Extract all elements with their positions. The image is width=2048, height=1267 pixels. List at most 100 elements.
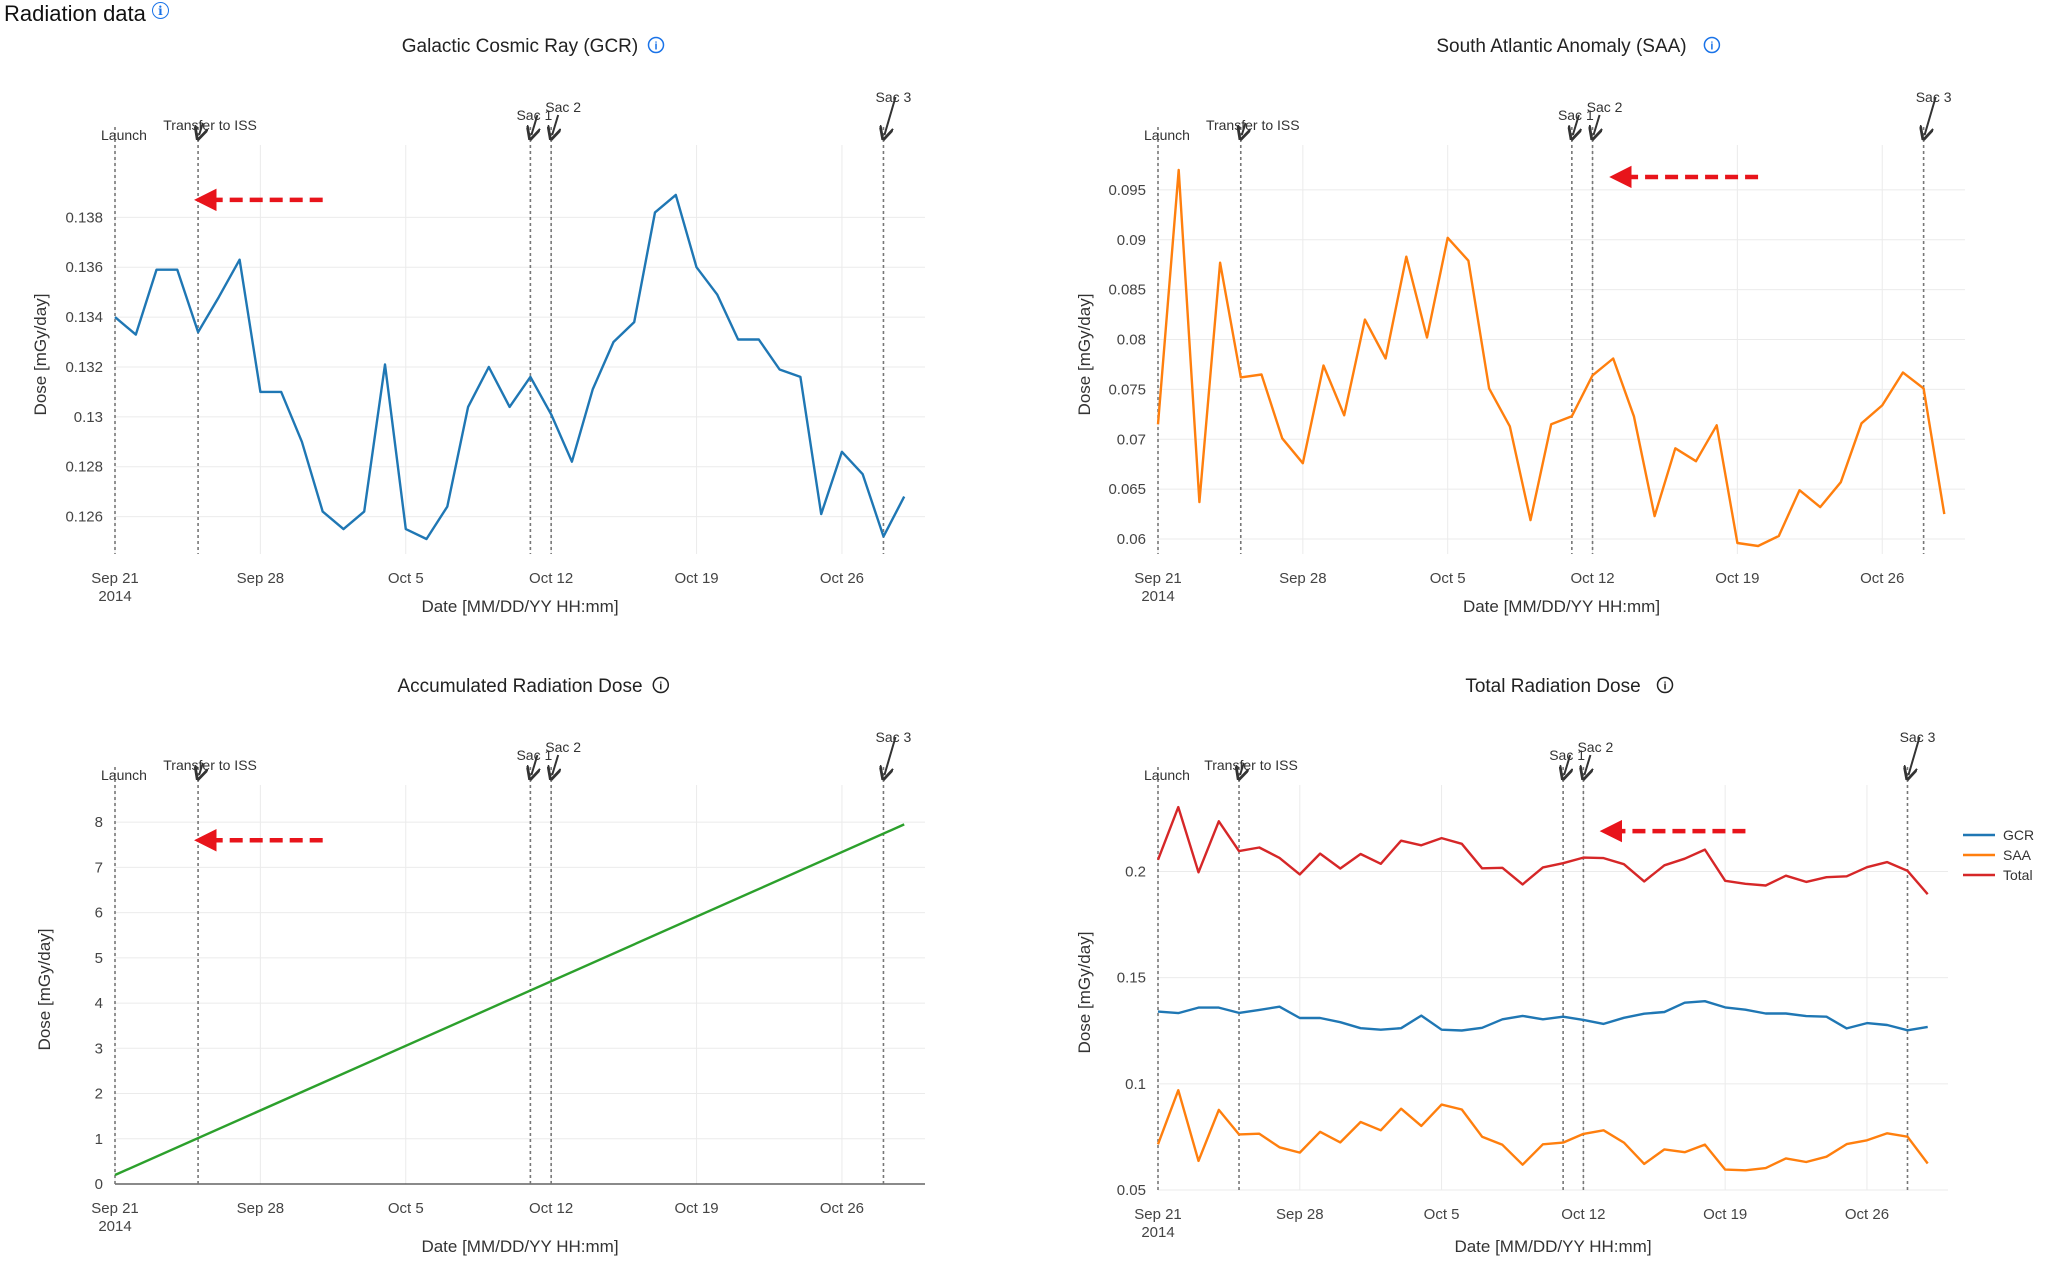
x-tick-label: Oct 26 [820,570,864,587]
event-label: Sac 3 [1916,89,1952,105]
legend: GCR SAA Total [1963,827,2034,883]
event-label: Sac 1 [1558,107,1594,123]
event-label: Sac 1 [516,747,552,763]
event-label: Transfer to ISS [1204,757,1298,773]
y-tick-label: 3 [95,1040,103,1057]
x-axis-label: Date [MM/DD/YY HH:mm] [1454,1237,1651,1256]
y-tick-label: 0 [95,1176,103,1193]
x-tick-label: Sep 21 [1134,570,1182,587]
event-arrow [1240,762,1244,775]
event-label: Sac 2 [1587,99,1623,115]
y-tick-label: 0.134 [65,309,103,326]
event-label: Sac 2 [1577,739,1613,755]
info-icon[interactable]: i [1656,676,1674,694]
info-icon[interactable]: i [647,36,665,54]
x-tick-sublabel: 2014 [1141,1224,1174,1241]
y-tick-label: 8 [95,814,103,831]
event-arrow [531,754,537,775]
x-tick-label: Oct 19 [674,570,718,587]
x-tick-label: Sep 28 [1279,570,1327,587]
saa-chart: South Atlantic Anomaly (SAA) i0.060.0650.… [1075,36,1965,616]
y-tick-label: 0.2 [1125,863,1146,880]
event-arrow [1242,122,1246,135]
grid: 0.06 0.065 0.07 0.075 0.08 0.085 0.09 0.095 Sep … [1108,145,1965,605]
y-tick-label: 5 [95,950,103,967]
legend-label: Total [2003,867,2033,883]
x-tick-label: Oct 19 [1715,570,1759,587]
x-tick-label: Oct 26 [820,1200,864,1217]
event-label: Launch [101,127,147,143]
series-line [114,823,905,1177]
x-tick-label: Sep 28 [237,570,285,587]
series-line-total [1156,805,1929,895]
x-tick-label: Oct 5 [1424,1206,1460,1223]
x-axis-label: Date [MM/DD/YY HH:mm] [421,1237,618,1256]
event-label: Launch [101,767,147,783]
x-tick-label: Sep 21 [1134,1206,1182,1223]
x-tick-label: Sep 21 [91,570,139,587]
info-icon[interactable]: i [652,676,670,694]
event-arrow [1908,736,1921,775]
svg-text:i: i [659,681,662,693]
gcr-chart: Galactic Cosmic Ray (GCR) i 0.126 0.128 0.13… [31,36,925,616]
svg-text:i: i [1710,41,1713,53]
y-tick-label: 2 [95,1086,103,1103]
y-tick-label: 0.07 [1117,431,1146,448]
y-axis-label: Dose [mGy/day] [1075,294,1094,416]
y-tick-label: 0.15 [1117,970,1146,987]
x-tick-sublabel: 2014 [98,1218,131,1235]
legend-item[interactable]: GCR [1963,827,2034,843]
chart-title: Galactic Cosmic Ray (GCR) [402,36,638,57]
event-label: Sac 3 [876,89,912,105]
event-arrow [1925,96,1937,135]
y-axis-label: Dose [mGy/day] [1075,932,1094,1054]
x-tick-label: Oct 12 [529,1200,573,1217]
svg-text:i: i [654,41,657,53]
event-label: Sac 2 [545,739,581,755]
grid: 0.126 0.128 0.13 0.132 0.134 0.136 0.138 Sep 21… [65,145,925,605]
y-axis-label: Dose [mGy/day] [35,929,54,1051]
x-tick-label: Oct 19 [1703,1206,1747,1223]
event-label: Transfer to ISS [163,757,257,773]
x-tick-sublabel: 2014 [98,588,131,605]
y-tick-label: 0.132 [65,359,103,376]
series-line [114,193,906,541]
event-label: Transfer to ISS [163,117,257,133]
info-icon[interactable]: i [151,1,169,19]
x-tick-label: Oct 12 [1561,1206,1605,1223]
event-label: Sac 1 [1549,747,1585,763]
event-arrow [1564,754,1570,775]
event-label: Transfer to ISS [1206,117,1300,133]
chart-title: Total Radiation Dose [1465,676,1640,697]
event-arrow [531,114,537,135]
info-icon[interactable]: i [1703,36,1721,54]
accumulated-chart: Accumulated Radiation Dose i 0 1 2 3 4 5 6 7 8 Sep … [35,676,925,1256]
chart-title: South Atlantic Anomaly (SAA) [1436,36,1686,57]
y-tick-label: 0.05 [1117,1182,1146,1199]
page-title: Radiation data [4,1,146,26]
y-tick-label: 4 [95,995,103,1012]
event-arrow [199,762,203,775]
y-tick-label: 1 [95,1131,103,1148]
x-tick-sublabel: 2014 [1141,588,1174,605]
x-tick-label: Oct 5 [1430,570,1466,587]
y-axis-label: Dose [mGy/day] [31,294,50,416]
chart-title-group: South Atlantic Anomaly (SAA) i [1436,36,1721,57]
event-label: Sac 3 [876,729,912,745]
total-chart: Total Radiation Dose i 0.05 0.1 0.15 0.2 Sep 2… [1075,676,2034,1256]
event-arrow [1584,754,1590,775]
y-tick-label: 0.075 [1108,381,1146,398]
x-tick-label: Oct 26 [1860,570,1904,587]
y-tick-label: 0.085 [1108,282,1146,299]
event-label: Launch [1144,127,1190,143]
legend-label: SAA [2003,847,2032,863]
legend-item[interactable]: Total [1963,867,2033,883]
event-arrow [1573,114,1579,135]
event-arrow [1594,114,1600,135]
legend-item[interactable]: SAA [1963,847,2032,863]
y-tick-label: 0.138 [65,209,103,226]
x-axis-label: Date [MM/DD/YY HH:mm] [421,597,618,616]
